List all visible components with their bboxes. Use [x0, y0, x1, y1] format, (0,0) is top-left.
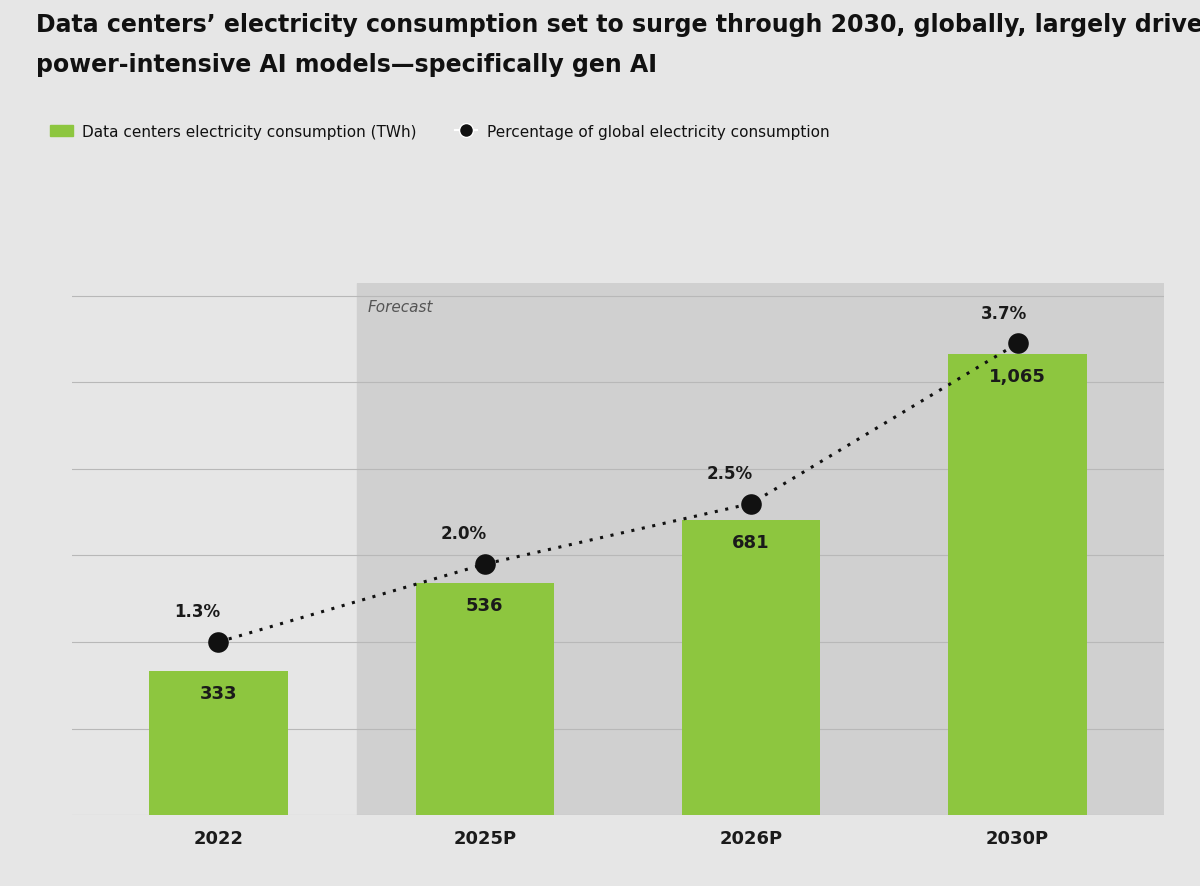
Text: Forecast: Forecast: [367, 299, 433, 315]
Point: [1008, 337, 1027, 351]
Bar: [682, 521, 821, 815]
Bar: [948, 354, 1087, 815]
Bar: [149, 672, 288, 815]
Text: 2.0%: 2.0%: [440, 525, 486, 543]
Text: Data centers’ electricity consumption set to surge through 2030, globally, large: Data centers’ electricity consumption se…: [36, 13, 1200, 37]
Text: power-intensive AI models—specifically gen AI: power-intensive AI models—specifically g…: [36, 53, 658, 77]
Point: [475, 557, 494, 571]
Legend: Data centers electricity consumption (TWh), Percentage of global electricity con: Data centers electricity consumption (TW…: [43, 119, 835, 145]
Text: 333: 333: [199, 684, 238, 702]
Text: 536: 536: [466, 596, 504, 614]
Point: [742, 497, 761, 511]
Bar: [415, 584, 554, 815]
Text: 1.3%: 1.3%: [174, 602, 221, 620]
Text: 1,065: 1,065: [989, 368, 1046, 385]
Text: 681: 681: [732, 533, 770, 552]
Text: 2.5%: 2.5%: [707, 464, 752, 482]
Point: [209, 635, 228, 649]
Text: 3.7%: 3.7%: [982, 305, 1027, 323]
Bar: [356, 284, 1164, 815]
